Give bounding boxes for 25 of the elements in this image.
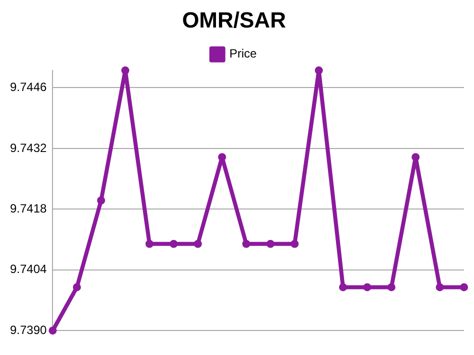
y-tick-label: 9.7390	[10, 322, 48, 337]
point	[170, 240, 178, 248]
point	[460, 283, 468, 292]
point	[412, 153, 420, 162]
point	[266, 240, 274, 248]
point	[121, 66, 130, 74]
point	[218, 153, 226, 162]
legend-label: Price	[229, 46, 257, 61]
point	[363, 283, 372, 292]
point	[72, 283, 81, 292]
point	[194, 240, 202, 248]
y-tick-label: 9.7404	[10, 262, 48, 276]
chart-title: OMR/SAR	[182, 7, 286, 32]
point	[387, 283, 396, 292]
point	[436, 283, 444, 292]
point	[97, 196, 106, 204]
point	[48, 326, 57, 335]
y-tick-label: 9.7446	[10, 80, 48, 94]
y-tick-label: 9.7418	[10, 201, 48, 216]
point	[242, 240, 250, 248]
point	[314, 66, 323, 74]
point	[145, 240, 154, 248]
point	[339, 283, 348, 292]
point	[290, 240, 299, 248]
y-tick-label: 9.7432	[10, 140, 48, 155]
